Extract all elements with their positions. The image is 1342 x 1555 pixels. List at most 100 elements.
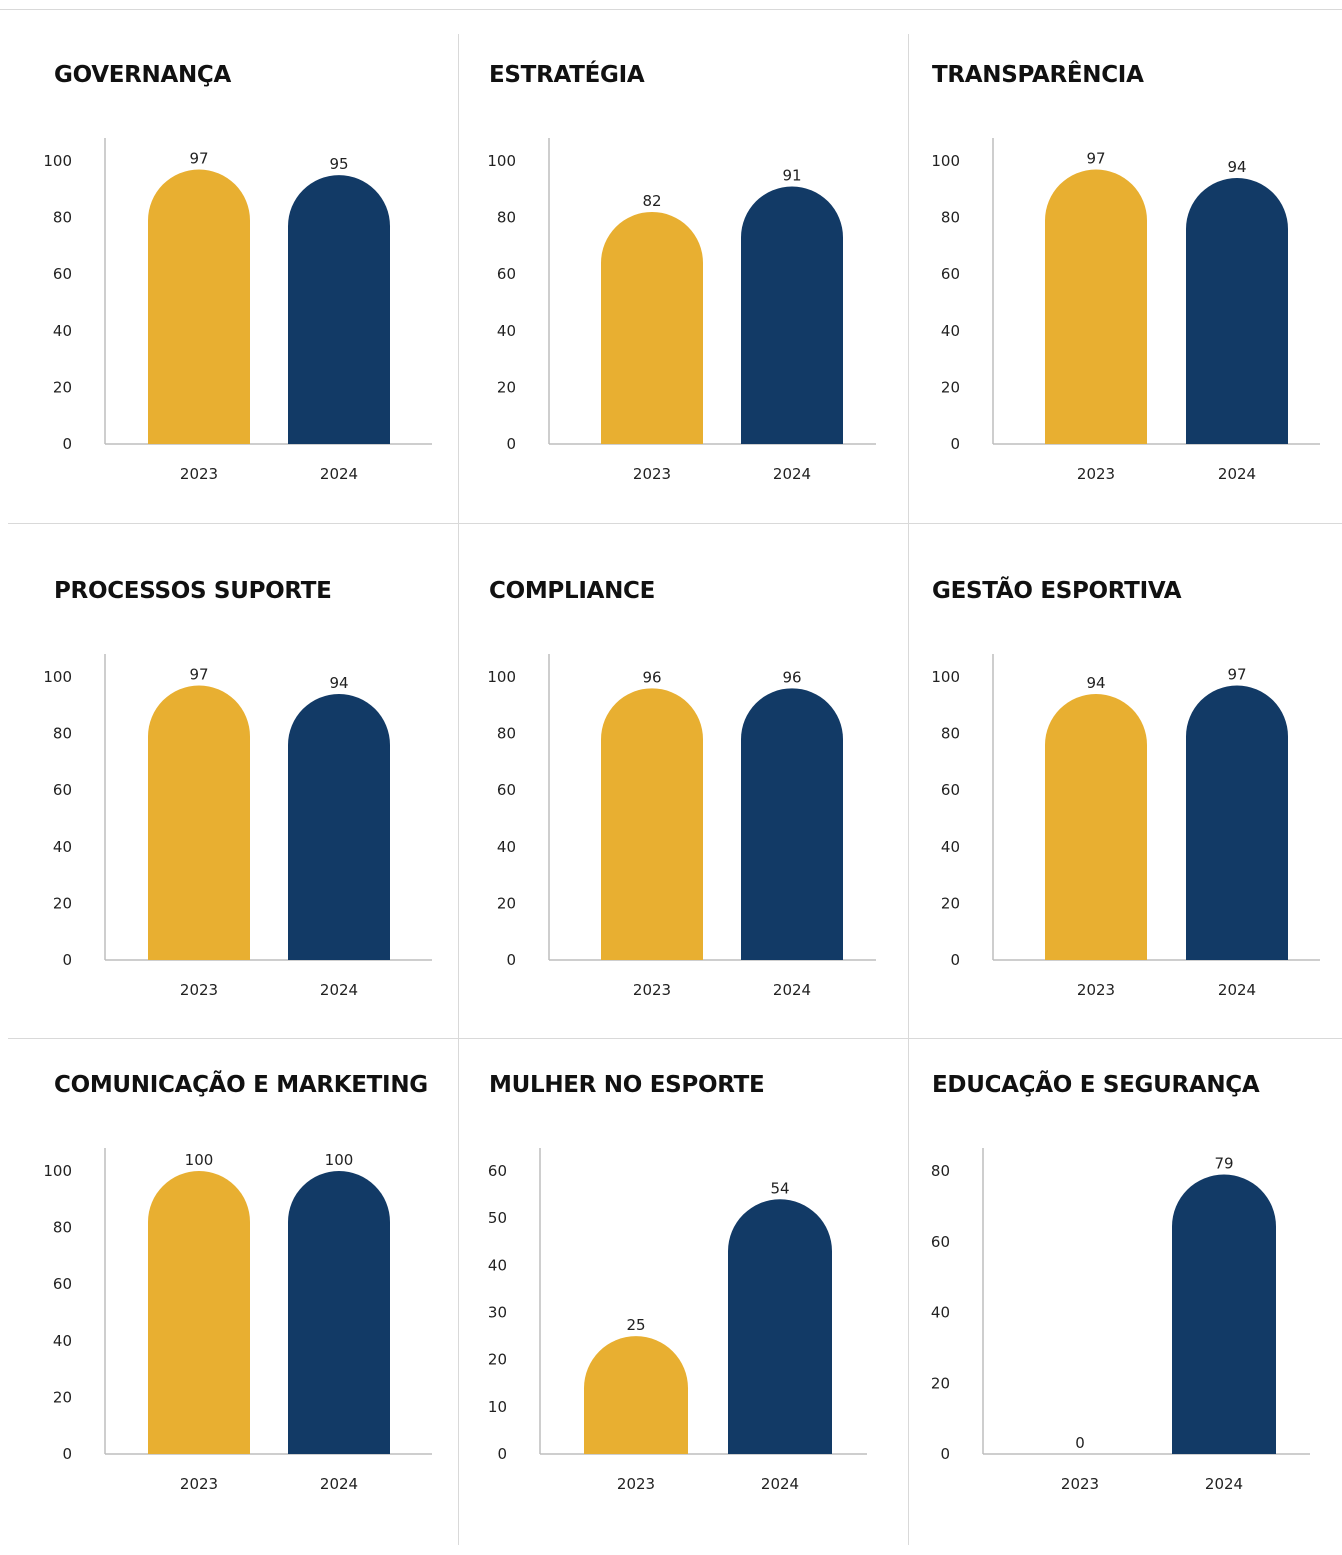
y-tick-label: 40 (497, 322, 516, 340)
y-tick-label: 0 (62, 1445, 72, 1463)
chart-panel-educacao-e-seguranca: EDUCAÇÃO E SEGURANÇA 0 20 40 60 80 0 2023 79 202… (878, 1010, 1342, 1520)
y-tick-label: 10 (488, 1398, 507, 1416)
y-tick-label: 40 (497, 838, 516, 856)
y-tick-label: 60 (497, 781, 516, 799)
bar-chart: 0 10 20 30 40 50 60 25 2023 54 2024 (488, 1148, 867, 1493)
y-tick-label: 20 (931, 1374, 950, 1392)
y-tick-label: 40 (488, 1256, 507, 1274)
y-tick-label: 0 (506, 435, 516, 453)
x-tick-label-2023: 2023 (633, 981, 671, 999)
y-tick-label: 40 (941, 838, 960, 856)
y-tick-label: 80 (497, 725, 516, 743)
y-tick-label: 20 (941, 378, 960, 396)
column-divider-1 (458, 34, 459, 1545)
data-label-2023: 0 (1075, 1434, 1085, 1452)
x-tick-label-2024: 2024 (773, 465, 811, 483)
y-tick-label: 60 (497, 265, 516, 283)
y-tick-label: 100 (487, 668, 516, 686)
x-tick-label-2023: 2023 (180, 465, 218, 483)
y-tick-label: 100 (931, 668, 960, 686)
y-tick-label: 0 (940, 1445, 950, 1463)
x-tick-label-2023: 2023 (1077, 465, 1115, 483)
data-label-2024: 94 (1227, 158, 1246, 176)
chart-title: ESTRATÉGIA (489, 62, 645, 88)
bar-2024 (741, 688, 843, 960)
data-label-2024: 95 (329, 155, 348, 173)
bar-2023 (1045, 693, 1147, 960)
x-tick-label-2023: 2023 (180, 981, 218, 999)
chart-title: COMUNICAÇÃO E MARKETING (54, 1072, 428, 1098)
y-tick-label: 20 (53, 1388, 72, 1406)
chart-title: TRANSPARÊNCIA (932, 62, 1144, 88)
y-tick-label: 40 (941, 322, 960, 340)
y-tick-label: 100 (487, 152, 516, 170)
y-tick-label: 80 (931, 1162, 950, 1180)
data-label-2023: 97 (189, 149, 208, 167)
data-label-2023: 96 (642, 668, 661, 686)
data-label-2023: 97 (189, 665, 208, 683)
chart-title: EDUCAÇÃO E SEGURANÇA (932, 1072, 1260, 1098)
y-tick-label: 50 (488, 1209, 507, 1227)
bar-2024 (1186, 685, 1288, 960)
x-tick-label-2024: 2024 (1218, 981, 1256, 999)
y-tick-label: 80 (497, 209, 516, 227)
data-label-2024: 94 (329, 674, 348, 692)
data-label-2024: 100 (325, 1151, 354, 1169)
chart-panel-governanca: GOVERNANÇA 0 20 40 60 80 100 97 2023 95 2024 (0, 0, 458, 510)
bar-2024 (741, 186, 843, 444)
bar-2024 (288, 693, 390, 960)
column-divider-2 (908, 34, 909, 1545)
y-tick-label: 30 (488, 1304, 507, 1322)
x-tick-label-2024: 2024 (320, 1475, 358, 1493)
y-tick-label: 20 (488, 1351, 507, 1369)
bar-chart: 0 20 40 60 80 100 97 2023 95 2024 (43, 138, 432, 483)
y-tick-label: 20 (497, 378, 516, 396)
y-tick-label: 60 (53, 781, 72, 799)
y-tick-label: 20 (497, 894, 516, 912)
bar-2024 (728, 1199, 832, 1454)
y-tick-label: 40 (53, 322, 72, 340)
data-label-2023: 82 (642, 192, 661, 210)
chart-title: GOVERNANÇA (54, 62, 232, 88)
y-tick-label: 100 (43, 152, 72, 170)
bar-2023 (1045, 169, 1147, 444)
y-tick-label: 60 (931, 1233, 950, 1251)
bar-2023 (148, 685, 250, 960)
x-tick-label-2024: 2024 (320, 465, 358, 483)
x-tick-label-2024: 2024 (320, 981, 358, 999)
bar-chart: 0 20 40 60 80 100 94 2023 97 2024 (931, 654, 1320, 999)
chart-panel-comunicacao-e-marketing: COMUNICAÇÃO E MARKETING 0 20 40 60 80 100 100 2… (0, 1010, 458, 1520)
y-tick-label: 0 (950, 951, 960, 969)
chart-panel-processos-suporte: PROCESSOS SUPORTE 0 20 40 60 80 100 97 2023 94 20… (0, 516, 458, 1026)
bar-chart: 0 20 40 60 80 100 97 2023 94 2024 (43, 654, 432, 999)
chart-title: GESTÃO ESPORTIVA (932, 578, 1182, 604)
row-divider-2 (8, 1038, 1342, 1039)
data-label-2023: 94 (1086, 674, 1105, 692)
top-divider (0, 9, 1342, 10)
y-tick-label: 80 (53, 725, 72, 743)
y-tick-label: 20 (53, 894, 72, 912)
y-tick-label: 100 (43, 1162, 72, 1180)
y-tick-label: 20 (53, 378, 72, 396)
chart-panel-estrategia: ESTRATÉGIA 0 20 40 60 80 100 82 2023 91 2024 (435, 0, 895, 510)
x-tick-label-2023: 2023 (1061, 1475, 1099, 1493)
x-tick-label-2023: 2023 (633, 465, 671, 483)
bar-2023 (601, 688, 703, 960)
x-tick-label-2024: 2024 (1205, 1475, 1243, 1493)
y-tick-label: 80 (53, 1219, 72, 1237)
x-tick-label-2024: 2024 (773, 981, 811, 999)
chart-panel-transparencia: TRANSPARÊNCIA 0 20 40 60 80 100 97 2023 94 2024 (878, 0, 1342, 510)
y-tick-label: 0 (62, 951, 72, 969)
data-label-2024: 54 (770, 1179, 789, 1197)
x-tick-label-2023: 2023 (180, 1475, 218, 1493)
bar-2023 (148, 169, 250, 444)
data-label-2023: 100 (185, 1151, 214, 1169)
data-label-2024: 96 (782, 668, 801, 686)
bar-2023 (584, 1336, 688, 1454)
chart-title: COMPLIANCE (489, 578, 656, 604)
bar-chart: 0 20 40 60 80 100 97 2023 94 2024 (931, 138, 1320, 483)
data-label-2024: 97 (1227, 665, 1246, 683)
x-tick-label-2023: 2023 (617, 1475, 655, 1493)
y-tick-label: 0 (950, 435, 960, 453)
